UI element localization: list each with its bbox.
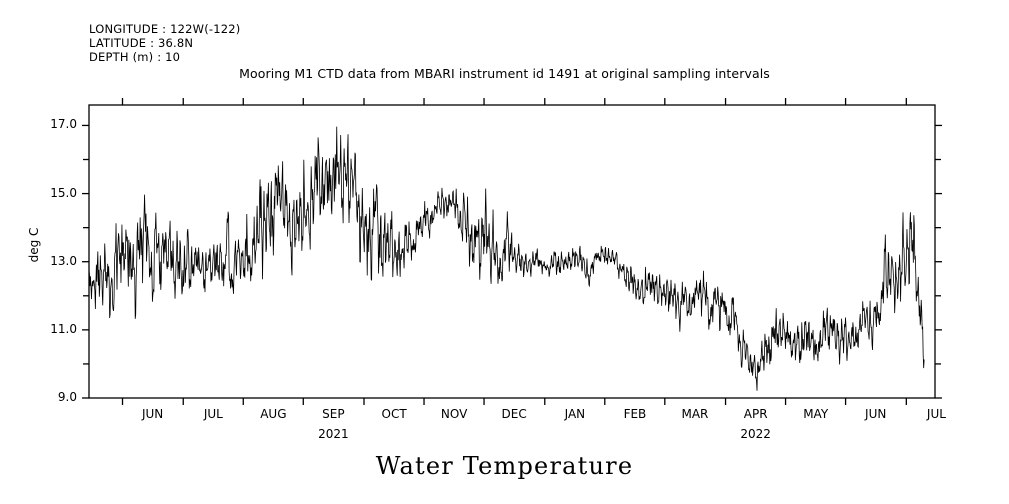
depth-text: DEPTH (m) : 10 xyxy=(89,50,181,65)
y-tick-label: 15.0 xyxy=(50,185,77,200)
x-tick-label: MAR xyxy=(681,407,709,421)
x-tick-label: JUN xyxy=(865,407,887,421)
x-tick-label: JAN xyxy=(564,407,586,421)
x-tick-label: JUN xyxy=(141,407,164,421)
y-tick-label: 13.0 xyxy=(50,253,77,268)
figure-caption: Water Temperature xyxy=(375,452,634,480)
x-tick-label: MAY xyxy=(803,407,829,421)
x-tick-label: AUG xyxy=(260,407,287,421)
x-tick-label: FEB xyxy=(623,407,647,421)
x-tick-label: DEC xyxy=(501,407,527,421)
x-tick-label: NOV xyxy=(440,407,468,421)
station-metadata: LONGITUDE : 122W(-122) LATITUDE : 36.8N … xyxy=(89,22,241,65)
x-year-label: 2022 xyxy=(740,427,771,441)
longitude-text: LONGITUDE : 122W(-122) xyxy=(89,22,241,36)
x-tick-label: JUL xyxy=(926,407,946,421)
temperature-trace xyxy=(88,126,925,391)
x-year-label: 2021 xyxy=(318,427,349,441)
plot-frame xyxy=(88,104,936,399)
y-tick-label: 11.0 xyxy=(50,321,77,336)
x-tick-label: JUL xyxy=(203,407,223,421)
x-tick-label: SEP xyxy=(322,407,345,421)
chart-title: Mooring M1 CTD data from MBARI instrumen… xyxy=(239,66,770,81)
y-tick-label: 9.0 xyxy=(57,390,77,404)
latitude-text: LATITUDE : 36.8N xyxy=(89,36,194,51)
x-tick-label: APR xyxy=(743,407,768,421)
y-tick-label: 17.0 xyxy=(50,117,77,132)
x-tick-label: OCT xyxy=(381,407,407,421)
